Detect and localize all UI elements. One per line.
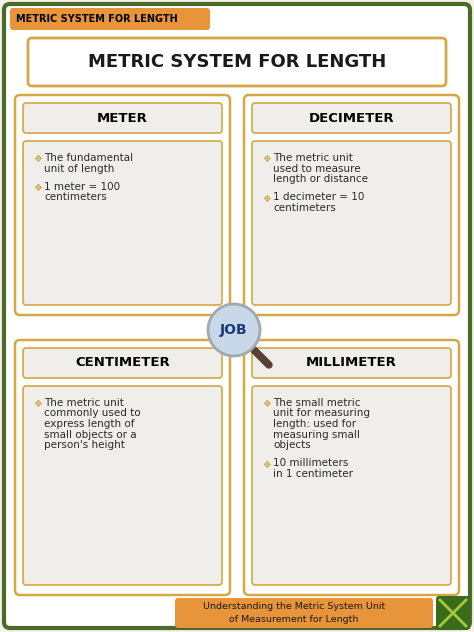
Text: ❖: ❖	[33, 399, 42, 409]
Text: ❖: ❖	[262, 459, 271, 470]
FancyBboxPatch shape	[252, 386, 451, 585]
FancyBboxPatch shape	[23, 348, 222, 378]
FancyBboxPatch shape	[4, 4, 470, 628]
FancyBboxPatch shape	[252, 103, 451, 133]
Text: The small metric: The small metric	[273, 398, 361, 408]
Text: commonly used to: commonly used to	[44, 408, 141, 418]
Text: 10 millimeters: 10 millimeters	[273, 458, 348, 468]
Text: ❖: ❖	[262, 154, 271, 164]
Text: used to measure: used to measure	[273, 164, 361, 174]
FancyBboxPatch shape	[23, 103, 222, 133]
Text: express length of: express length of	[44, 419, 135, 429]
Text: person's height: person's height	[44, 440, 125, 450]
FancyBboxPatch shape	[436, 596, 470, 630]
Text: MILLIMETER: MILLIMETER	[306, 356, 397, 370]
FancyBboxPatch shape	[252, 348, 451, 378]
Text: ❖: ❖	[33, 154, 42, 164]
Text: length: used for: length: used for	[273, 419, 356, 429]
FancyBboxPatch shape	[28, 38, 446, 86]
FancyBboxPatch shape	[175, 598, 433, 628]
Text: METRIC SYSTEM FOR LENGTH: METRIC SYSTEM FOR LENGTH	[16, 14, 178, 24]
Text: centimeters: centimeters	[273, 203, 336, 213]
Text: small objects or a: small objects or a	[44, 430, 137, 439]
Text: 1 meter = 100: 1 meter = 100	[44, 182, 120, 192]
Text: ❖: ❖	[262, 193, 271, 204]
Text: The metric unit: The metric unit	[273, 153, 353, 163]
Text: measuring small: measuring small	[273, 430, 360, 439]
Text: unit for measuring: unit for measuring	[273, 408, 370, 418]
Text: METRIC SYSTEM FOR LENGTH: METRIC SYSTEM FOR LENGTH	[88, 53, 386, 71]
Text: unit of length: unit of length	[44, 164, 114, 174]
FancyBboxPatch shape	[23, 141, 222, 305]
Text: ❖: ❖	[262, 399, 271, 409]
Text: The metric unit: The metric unit	[44, 398, 124, 408]
Circle shape	[208, 304, 260, 356]
FancyBboxPatch shape	[244, 340, 459, 595]
Text: length or distance: length or distance	[273, 174, 368, 184]
Text: METER: METER	[97, 111, 148, 125]
Text: ❖: ❖	[33, 183, 42, 193]
Text: CENTIMETER: CENTIMETER	[75, 356, 170, 370]
Text: Understanding the Metric System Unit
of Measurement for Length: Understanding the Metric System Unit of …	[203, 602, 385, 624]
FancyBboxPatch shape	[10, 8, 210, 30]
Text: JOB: JOB	[220, 323, 248, 337]
Text: The fundamental: The fundamental	[44, 153, 133, 163]
FancyBboxPatch shape	[15, 95, 230, 315]
Text: centimeters: centimeters	[44, 193, 107, 202]
Text: objects: objects	[273, 440, 311, 450]
FancyBboxPatch shape	[252, 141, 451, 305]
Text: in 1 centimeter: in 1 centimeter	[273, 469, 353, 479]
FancyBboxPatch shape	[15, 340, 230, 595]
Text: DECIMETER: DECIMETER	[309, 111, 394, 125]
FancyBboxPatch shape	[23, 386, 222, 585]
FancyBboxPatch shape	[244, 95, 459, 315]
Text: 1 decimeter = 10: 1 decimeter = 10	[273, 193, 365, 202]
